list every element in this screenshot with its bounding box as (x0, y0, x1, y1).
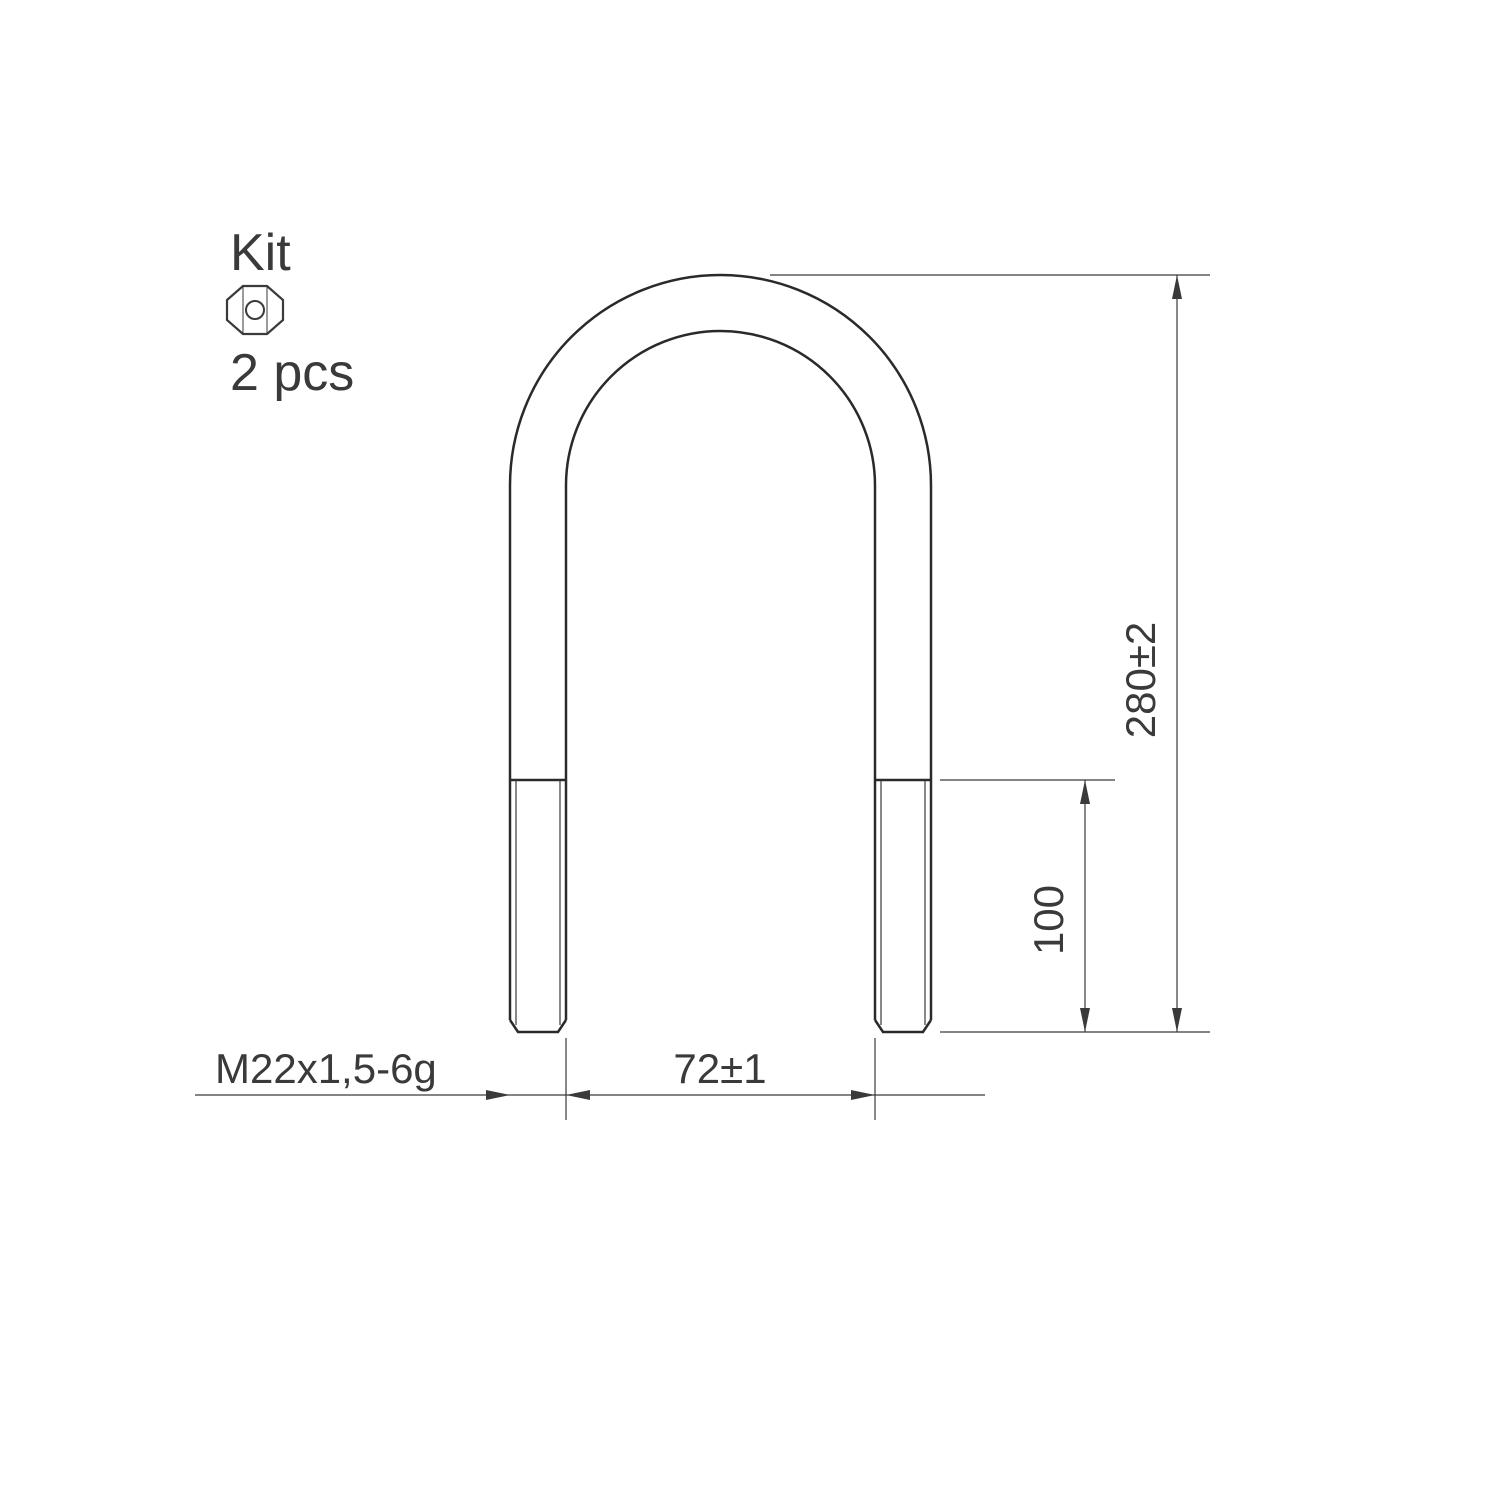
technical-drawing: Kit 2 pcs 28 (0, 0, 1492, 1492)
dim-height-label: 280±2 (1117, 622, 1164, 738)
nut-icon (227, 286, 283, 334)
kit-label-block: Kit 2 pcs (227, 224, 354, 402)
dim-thread-length: 100 (1025, 780, 1090, 1032)
dim-height-total: 280±2 (1117, 275, 1182, 1032)
kit-qty: 2 pcs (230, 344, 354, 402)
dim-inner-width: 72±1 (566, 1045, 985, 1100)
thread-spec-label: M22x1,5-6g (215, 1045, 437, 1092)
ubolt-shape (510, 275, 931, 1032)
dim-thread-spec: M22x1,5-6g (195, 1045, 590, 1100)
kit-title: Kit (230, 224, 291, 282)
dim-width-label: 72±1 (673, 1045, 766, 1092)
dim-thread-label: 100 (1025, 885, 1072, 955)
